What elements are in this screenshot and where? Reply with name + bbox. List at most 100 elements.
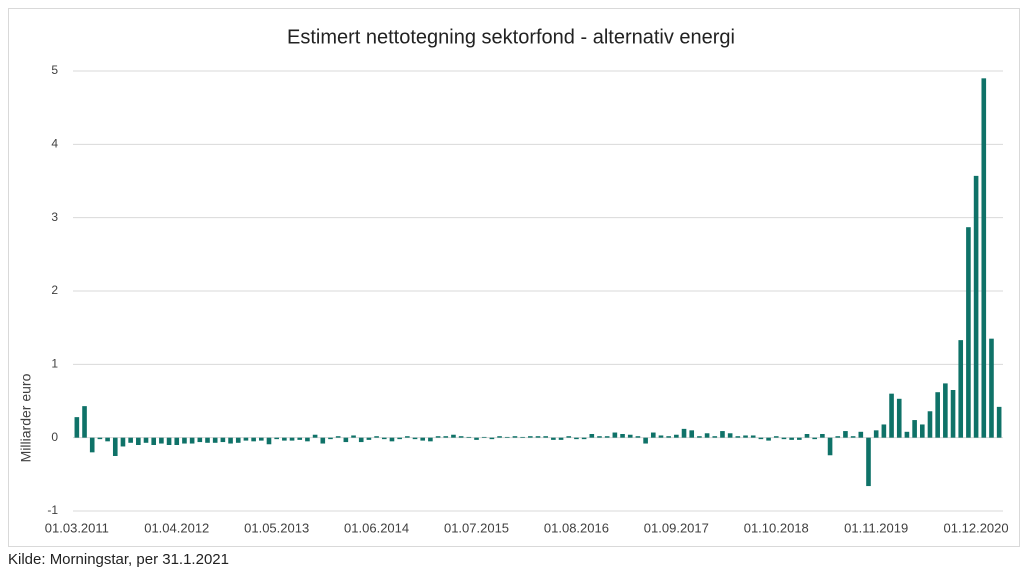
- bar: [520, 436, 525, 438]
- y-tick-label: 1: [51, 357, 58, 371]
- x-tick-label: 01.06.2014: [344, 520, 409, 535]
- bar: [89, 437, 95, 453]
- bar: [935, 392, 940, 438]
- bar: [820, 434, 825, 438]
- bar: [328, 437, 333, 440]
- bar: [182, 437, 187, 444]
- bar: [904, 431, 910, 438]
- bar: [966, 227, 971, 438]
- bar: [566, 436, 572, 438]
- bar: [604, 436, 610, 438]
- bar: [627, 434, 633, 438]
- bar: [827, 437, 833, 456]
- bar: [174, 437, 180, 445]
- bar: [989, 338, 994, 438]
- bar: [950, 390, 956, 438]
- bar: [435, 436, 441, 438]
- bar: [220, 437, 226, 443]
- bar: [666, 436, 671, 438]
- bar: [151, 437, 157, 445]
- y-tick-label: 3: [51, 210, 58, 224]
- bar: [620, 434, 625, 438]
- bar: [881, 424, 887, 438]
- bar: [750, 435, 756, 438]
- bar: [766, 437, 771, 441]
- bar: [528, 436, 533, 438]
- bar: [82, 406, 87, 438]
- bar: [366, 437, 372, 440]
- bar: [128, 437, 133, 443]
- bar: [843, 431, 848, 438]
- bar: [497, 436, 502, 438]
- bar: [558, 437, 564, 440]
- bar: [812, 437, 817, 440]
- y-axis-label: Milliarder euro: [18, 373, 34, 462]
- bar: [973, 175, 979, 438]
- bar: [727, 433, 733, 438]
- x-tick-label: 01.08.2016: [544, 520, 609, 535]
- bar: [74, 417, 80, 438]
- bar: [720, 431, 725, 438]
- bar: [159, 437, 164, 444]
- bar: [289, 437, 295, 441]
- bar: [735, 436, 741, 438]
- bar: [343, 437, 349, 443]
- bar: [804, 434, 810, 438]
- x-tick-label: 01.04.2012: [144, 520, 209, 535]
- bar: [943, 383, 948, 438]
- bar: [197, 437, 203, 443]
- bar: [189, 437, 195, 444]
- bar: [873, 430, 879, 438]
- bar: [282, 437, 287, 441]
- bar: [259, 437, 264, 441]
- bar: [643, 437, 648, 444]
- bar: [312, 434, 318, 438]
- bar: [835, 436, 841, 438]
- bar: [335, 436, 341, 438]
- chart-frame: [8, 8, 1020, 547]
- bar: [351, 435, 356, 438]
- bar: [574, 437, 579, 440]
- bar: [858, 431, 864, 438]
- bar: [458, 436, 464, 438]
- bar: [297, 437, 303, 440]
- bar: [512, 436, 518, 438]
- bar: [612, 432, 618, 438]
- bar: [996, 406, 1002, 438]
- bar: [597, 436, 602, 438]
- bar: [958, 340, 964, 438]
- bar: [789, 437, 794, 440]
- bar: [551, 437, 556, 440]
- bar: [658, 435, 664, 438]
- bar: [489, 437, 495, 440]
- bar: [981, 78, 987, 438]
- bar: [374, 436, 379, 438]
- y-tick-label: 0: [51, 430, 58, 444]
- bar: [443, 436, 449, 438]
- bar: [397, 437, 402, 440]
- y-tick-label: -1: [47, 503, 58, 517]
- bar: [474, 437, 479, 440]
- bar: [235, 437, 241, 443]
- bar: [481, 436, 487, 438]
- bar: [650, 432, 656, 438]
- bar: [389, 437, 395, 442]
- bar: [274, 437, 279, 440]
- bar: [704, 433, 710, 438]
- bar: [97, 437, 103, 440]
- bar: [773, 436, 779, 438]
- chart-title: Estimert nettotegning sektorfond - alter…: [287, 26, 735, 48]
- bar: [581, 437, 587, 440]
- bar: [912, 420, 917, 438]
- x-tick-label: 01.12.2020: [944, 520, 1009, 535]
- x-tick-label: 01.10.2018: [744, 520, 809, 535]
- bar: [451, 434, 456, 438]
- bar: [143, 437, 149, 443]
- bar: [205, 437, 210, 443]
- bar: [889, 393, 894, 438]
- bar: [919, 424, 925, 438]
- bar: [428, 437, 433, 442]
- bar: [228, 437, 233, 444]
- bar: [120, 437, 126, 447]
- bar: [743, 435, 748, 438]
